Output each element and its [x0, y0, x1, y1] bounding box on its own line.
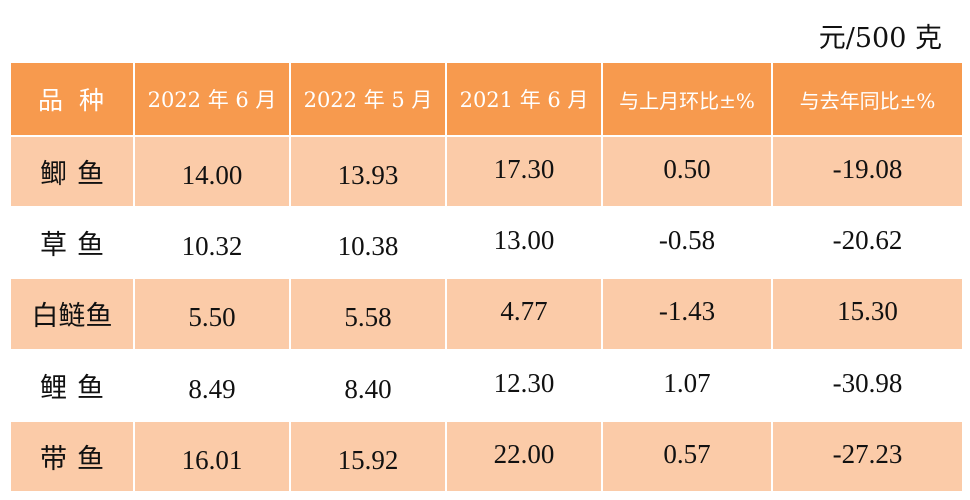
cell-value: 0.57 [601, 419, 773, 494]
cell-value: -1.43 [601, 277, 773, 351]
header-2021-jun: 2021 年 6 月 [445, 61, 603, 137]
header-row: 品种 2022 年 6 月 2022 年 5 月 2021 年 6 月 与上月环… [9, 61, 964, 137]
cell-value: 12.30 [445, 348, 603, 422]
header-variety: 品种 [9, 61, 135, 137]
cell-value: 0.50 [601, 134, 773, 209]
cell-value: -27.23 [771, 419, 964, 494]
header-2022-may: 2022 年 5 月 [289, 61, 447, 137]
cell-value: 14.00 [133, 134, 291, 209]
cell-value: -19.08 [771, 134, 964, 209]
row-name: 白鲢鱼 [9, 277, 135, 351]
header-mom-change: 与上月环比±% [601, 61, 773, 137]
cell-value: 10.38 [289, 206, 447, 280]
table-row: 带鱼 16.01 15.92 22.00 0.57 -27.23 [9, 419, 964, 494]
cell-value: 4.77 [445, 277, 603, 351]
row-name: 草鱼 [9, 206, 135, 280]
table-row: 草鱼 10.32 10.38 13.00 -0.58 -20.62 [9, 206, 964, 280]
unit-label: 元/500 克 [818, 23, 942, 54]
table-row: 鲤鱼 8.49 8.40 12.30 1.07 -30.98 [9, 348, 964, 422]
table-row: 白鲢鱼 5.50 5.58 4.77 -1.43 15.30 [9, 277, 964, 351]
row-name: 鲤鱼 [9, 348, 135, 422]
cell-value: 10.32 [133, 206, 291, 280]
cell-value: 15.92 [289, 419, 447, 494]
table-row: 鲫鱼 14.00 13.93 17.30 0.50 -19.08 [9, 134, 964, 209]
cell-value: -20.62 [771, 206, 964, 280]
header-2022-jun: 2022 年 6 月 [133, 61, 291, 137]
row-name: 带鱼 [9, 419, 135, 494]
cell-value: -0.58 [601, 206, 773, 280]
cell-value: 8.40 [289, 348, 447, 422]
header-yoy-change: 与去年同比±% [771, 61, 964, 137]
cell-value: 13.00 [445, 206, 603, 280]
cell-value: 22.00 [445, 419, 603, 494]
cell-value: -30.98 [771, 348, 964, 422]
cell-value: 17.30 [445, 134, 603, 209]
cell-value: 8.49 [133, 348, 291, 422]
cell-value: 13.93 [289, 134, 447, 209]
fish-price-table: 品种 2022 年 6 月 2022 年 5 月 2021 年 6 月 与上月环… [9, 61, 964, 494]
cell-value: 16.01 [133, 419, 291, 494]
cell-value: 5.50 [133, 277, 291, 351]
cell-value: 15.30 [771, 277, 964, 351]
cell-value: 5.58 [289, 277, 447, 351]
row-name: 鲫鱼 [9, 134, 135, 209]
cell-value: 1.07 [601, 348, 773, 422]
